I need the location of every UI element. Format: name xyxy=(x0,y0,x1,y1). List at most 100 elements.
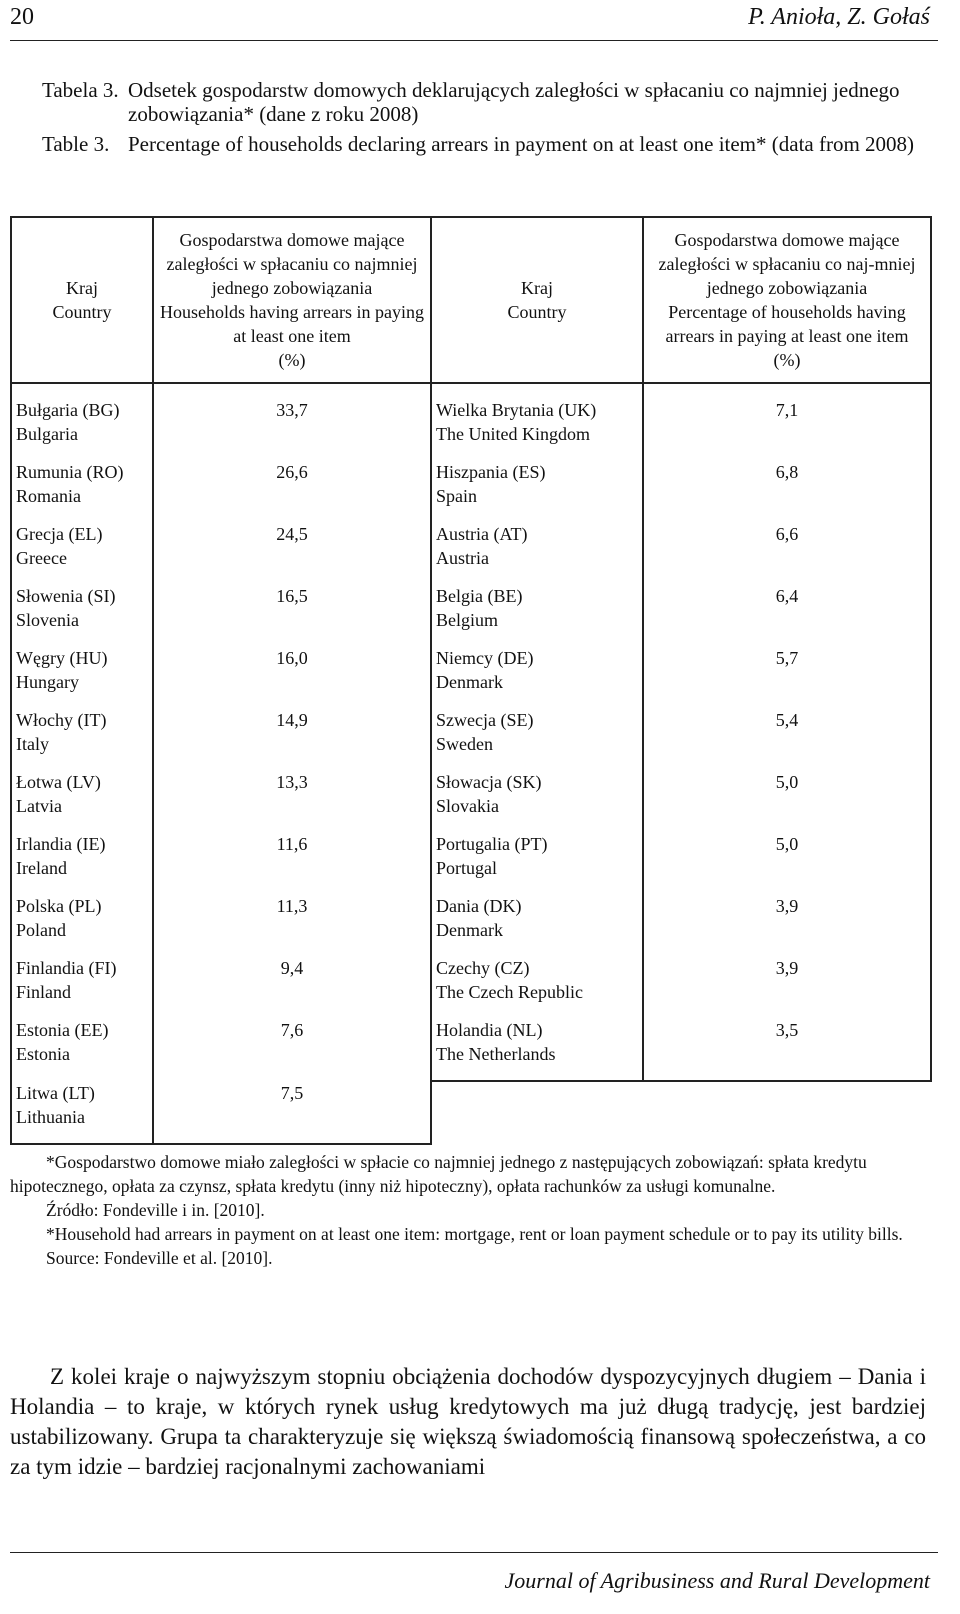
table-row: Finlandia (FI) Finland 9,4 Czechy (CZ) The C… xyxy=(10,956,932,1018)
country-cell: Bułgaria (BG) Bulgaria xyxy=(10,383,153,460)
country-name-en: The Netherlands xyxy=(436,1044,556,1064)
country-name-en: Ireland xyxy=(16,858,67,878)
country-name-en: Slovenia xyxy=(16,610,79,630)
country-name-pl: Rumunia (RO) xyxy=(16,462,124,482)
percent-value: 5,0 xyxy=(775,834,799,854)
page-number: 20 xyxy=(10,4,34,30)
country-name-pl: Włochy (IT) xyxy=(16,710,107,730)
table-notes: *Gospodarstwo domowe miało zaległości w … xyxy=(10,1150,928,1270)
percent-value: 3,9 xyxy=(775,958,799,978)
table-row: Grecja (EL) Greece 24,5 Austria (AT) Austria… xyxy=(10,522,932,584)
source-pl: Źródło: Fondeville i in. [2010]. xyxy=(46,1200,265,1220)
country-cell: Wielka Brytania (UK) The United Kingdom xyxy=(431,383,643,460)
percent-value: 6,6 xyxy=(775,524,799,544)
country-name-en: Belgium xyxy=(436,610,498,630)
value-cell: 11,3 xyxy=(152,894,432,956)
percent-value: 11,3 xyxy=(276,896,308,916)
table-row: Polska (PL) Poland 11,3 Dania (DK) Denmark 3,… xyxy=(10,894,932,956)
country-name-en: Sweden xyxy=(436,734,493,754)
value-cell: 14,9 xyxy=(152,708,432,770)
percent-value: 24,5 xyxy=(276,524,308,544)
country-cell: Litwa (LT) Lithuania xyxy=(10,1081,153,1145)
country-name-pl: Bułgaria (BG) xyxy=(16,400,120,420)
country-name-en: Finland xyxy=(16,982,72,1002)
country-name-pl: Polska (PL) xyxy=(16,896,102,916)
percent-value: 13,3 xyxy=(276,772,308,792)
country-name-pl: Austria (AT) xyxy=(436,524,528,544)
country-cell: Belgia (BE) Belgium xyxy=(431,584,643,646)
value-cell: 16,0 xyxy=(152,646,432,708)
value-cell: 5,0 xyxy=(642,832,932,894)
country-cell: Irlandia (IE) Ireland xyxy=(10,832,153,894)
percent-value: 33,7 xyxy=(276,400,308,420)
percent-value: 7,1 xyxy=(775,400,799,420)
percent-value: 7,6 xyxy=(280,1020,304,1040)
data-table: Kraj Country Gospodarstwa domowe mające z… xyxy=(10,216,932,1145)
country-name-en: Austria xyxy=(436,548,489,568)
percent-value: 9,4 xyxy=(280,958,304,978)
note-pl: *Gospodarstwo domowe miało zaległości w … xyxy=(10,1152,867,1196)
country-name-en: Latvia xyxy=(16,796,62,816)
body-paragraph: Z kolei kraje o najwyższym stopniu obcią… xyxy=(10,1364,926,1479)
country-name-pl: Węgry (HU) xyxy=(16,648,108,668)
country-cell: Węgry (HU) Hungary xyxy=(10,646,153,708)
percent-value: 5,7 xyxy=(775,648,799,668)
country-name-en: Italy xyxy=(16,734,49,754)
country-name-en: Romania xyxy=(16,486,81,506)
percent-value: 5,0 xyxy=(775,772,799,792)
table-row: Litwa (LT) Lithuania 7,5 xyxy=(10,1081,931,1145)
country-name-pl: Wielka Brytania (UK) xyxy=(436,400,597,420)
header-country-1: Kraj Country xyxy=(10,216,153,384)
country-name-pl: Holandia (NL) xyxy=(436,1020,543,1040)
percent-value: 3,9 xyxy=(775,896,799,916)
country-name-en: Hungary xyxy=(16,672,79,692)
header-rule xyxy=(10,40,938,41)
country-name-pl: Dania (DK) xyxy=(436,896,522,916)
country-name-pl: Słowacja (SK) xyxy=(436,772,542,792)
table-row: Rumunia (RO) Romania 26,6 Hiszpania (ES) Spa… xyxy=(10,460,932,522)
value-cell: 6,4 xyxy=(642,584,932,646)
journal-name: Journal of Agribusiness and Rural Develo… xyxy=(504,1568,931,1593)
country-name-en: Spain xyxy=(436,486,478,506)
country-name-pl: Szwecja (SE) xyxy=(436,710,534,730)
table-row: Łotwa (LV) Latvia 13,3 Słowacja (SK) Slovaki… xyxy=(10,770,932,832)
value-cell: 13,3 xyxy=(152,770,432,832)
value-cell: 3,9 xyxy=(642,894,932,956)
value-cell: 5,7 xyxy=(642,646,932,708)
value-cell: 7,6 xyxy=(152,1018,432,1081)
country-cell: Włochy (IT) Italy xyxy=(10,708,153,770)
caption-pl-label: Tabela 3. xyxy=(42,78,119,102)
running-header-authors: P. Anioła, Z. Gołaś xyxy=(748,4,930,30)
country-name-en: Slovakia xyxy=(436,796,499,816)
country-name-pl: Litwa (LT) xyxy=(16,1083,95,1103)
percent-value: 16,0 xyxy=(276,648,308,668)
country-name-en: Lithuania xyxy=(16,1107,85,1127)
value-cell: 3,5 xyxy=(642,1018,932,1082)
footer-rule xyxy=(10,1552,938,1553)
table-row: Słowenia (SI) Slovenia 16,5 Belgia (BE) Belg… xyxy=(10,584,932,646)
value-cell xyxy=(643,1081,931,1144)
caption-pl-text: Odsetek gospodarstw domowych deklarujący… xyxy=(128,78,900,126)
country-name-pl: Słowenia (SI) xyxy=(16,586,116,606)
country-name-en: Poland xyxy=(16,920,67,940)
country-cell: Austria (AT) Austria xyxy=(431,522,643,584)
header-country-2: Kraj Country xyxy=(431,216,643,384)
percent-value: 11,6 xyxy=(276,834,308,854)
percent-value: 6,8 xyxy=(775,462,799,482)
country-name-en: Denmark xyxy=(436,920,503,940)
country-cell: Polska (PL) Poland xyxy=(10,894,153,956)
percent-value: 16,5 xyxy=(276,586,308,606)
country-cell xyxy=(431,1081,643,1144)
percent-value: 6,4 xyxy=(775,586,799,606)
value-cell: 6,6 xyxy=(642,522,932,584)
country-cell: Rumunia (RO) Romania xyxy=(10,460,153,522)
country-name-pl: Niemcy (DE) xyxy=(436,648,534,668)
value-cell: 33,7 xyxy=(152,383,432,460)
country-name-pl: Czechy (CZ) xyxy=(436,958,530,978)
value-cell: 5,0 xyxy=(642,770,932,832)
caption-en-text: Percentage of households declaring arrea… xyxy=(128,132,915,156)
country-cell: Estonia (EE) Estonia xyxy=(10,1018,153,1081)
percent-value: 7,5 xyxy=(280,1083,304,1103)
percent-value: 5,4 xyxy=(775,710,799,730)
country-cell: Portugalia (PT) Portugal xyxy=(431,832,643,894)
